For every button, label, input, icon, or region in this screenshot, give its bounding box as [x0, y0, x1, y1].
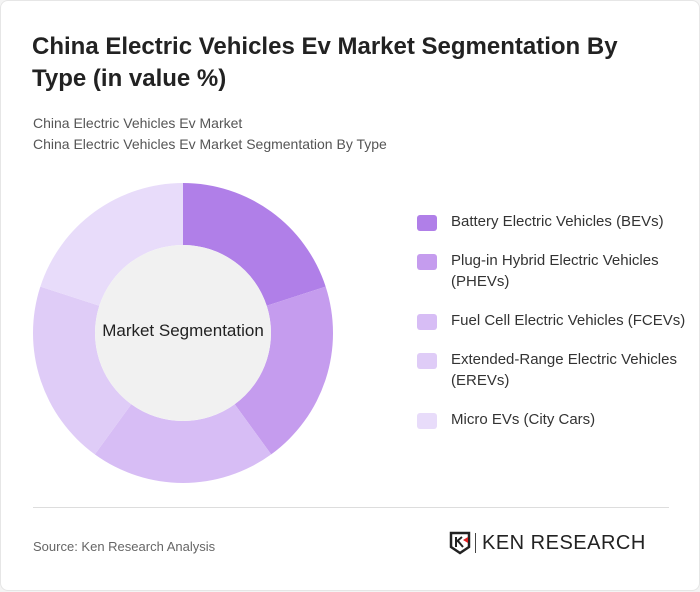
legend: Battery Electric Vehicles (BEVs) Plug-in …	[417, 211, 687, 448]
legend-label: Extended-Range Electric Vehicles (EREVs)	[451, 351, 677, 389]
legend-label: Plug-in Hybrid Electric Vehicles (PHEVs)	[451, 252, 659, 290]
source-note: Source: Ken Research Analysis	[33, 539, 216, 554]
donut-center-label: Market Segmentation	[102, 321, 264, 340]
divider	[33, 507, 669, 508]
legend-swatch	[417, 314, 437, 330]
donut-slice	[183, 183, 326, 306]
ken-research-logo: KEN RESEARCH	[449, 531, 646, 555]
donut-slice	[94, 404, 272, 483]
legend-swatch	[417, 254, 437, 270]
legend-item: Battery Electric Vehicles (BEVs)	[417, 211, 687, 232]
legend-item: Plug-in Hybrid Electric Vehicles (PHEVs)	[417, 250, 687, 292]
chart-title: China Electric Vehicles Ev Market Segmen…	[32, 33, 618, 92]
legend-label: Battery Electric Vehicles (BEVs)	[451, 213, 664, 230]
donut-slice	[234, 286, 333, 455]
legend-swatch	[417, 353, 437, 369]
subtitle-market: China Electric Vehicles Ev Market	[33, 115, 243, 131]
legend-item: Micro EVs (City Cars)	[417, 409, 687, 430]
donut-slice	[33, 286, 132, 455]
donut-hole	[95, 245, 271, 421]
legend-item: Fuel Cell Electric Vehicles (FCEVs)	[417, 310, 687, 331]
legend-swatch	[417, 215, 437, 231]
legend-label: Micro EVs (City Cars)	[451, 411, 596, 428]
legend-label: Fuel Cell Electric Vehicles (FCEVs)	[451, 312, 686, 329]
legend-swatch	[417, 413, 437, 429]
legend-item: Extended-Range Electric Vehicles (EREVs)	[417, 349, 687, 391]
ken-logo-icon	[449, 531, 471, 555]
subtitle-segmentation: China Electric Vehicles Ev Market Segmen…	[33, 136, 387, 152]
logo-text: KEN RESEARCH	[482, 531, 646, 554]
donut-slice	[40, 183, 183, 306]
